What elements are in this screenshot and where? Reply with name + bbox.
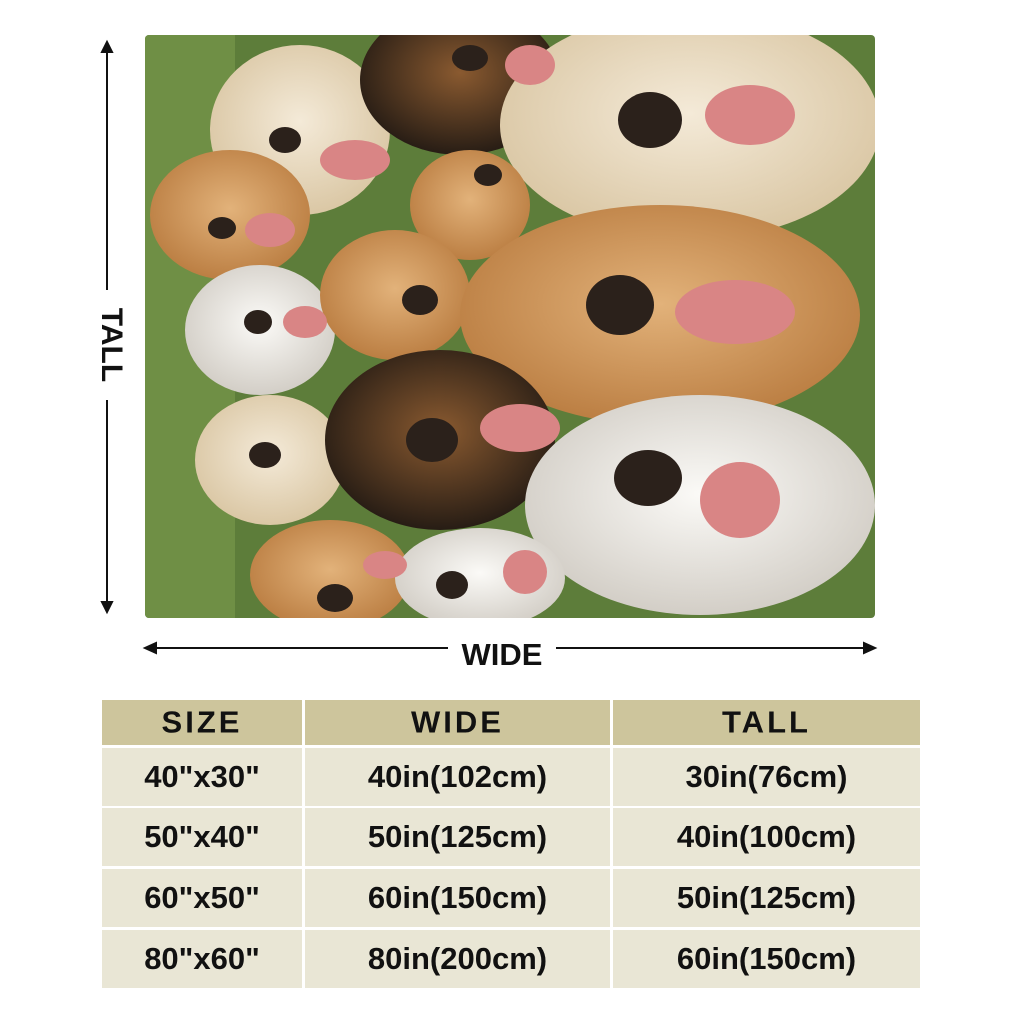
table-cell [305,808,610,866]
header-cell [102,700,302,745]
cell-text: 50in(125cm) [677,880,856,915]
table-cell [613,869,920,927]
size-table: SIZE WIDE TALL 40"x30" 40in(102cm) 30in(76cm)… [102,700,920,988]
cell-text: 40in(100cm) [677,819,856,854]
table-cell [305,748,610,806]
tall-label: TALL [95,308,128,382]
table-cell [305,869,610,927]
header-text: SIZE [162,705,243,740]
table-cell [102,808,302,866]
cell-text: 50in(125cm) [368,819,547,854]
cell-text: 40in(102cm) [368,759,547,794]
cell-text: 60"x50" [144,880,260,915]
header-text: WIDE [411,705,504,740]
cell-text: 30in(76cm) [686,759,848,794]
cell-text: 50"x40" [144,819,260,854]
cell-text: 80"x60" [144,941,260,976]
cell-text: 60in(150cm) [368,880,547,915]
table-cell [305,930,610,988]
wide-label: WIDE [462,637,543,672]
cell-text: 80in(200cm) [368,941,547,976]
header-cell [613,700,920,745]
tall-arrow [100,39,114,615]
wide-arrow [142,641,878,655]
cell-text: 60in(150cm) [677,941,856,976]
table-cell [102,748,302,806]
table-cell [613,808,920,866]
blanket-photo [145,35,875,618]
table-cell [102,869,302,927]
table-cell [613,748,920,806]
header-cell [305,700,610,745]
table-cell [102,930,302,988]
header-text: TALL [722,705,811,740]
table-cell [613,930,920,988]
cell-text: 40"x30" [144,759,260,794]
